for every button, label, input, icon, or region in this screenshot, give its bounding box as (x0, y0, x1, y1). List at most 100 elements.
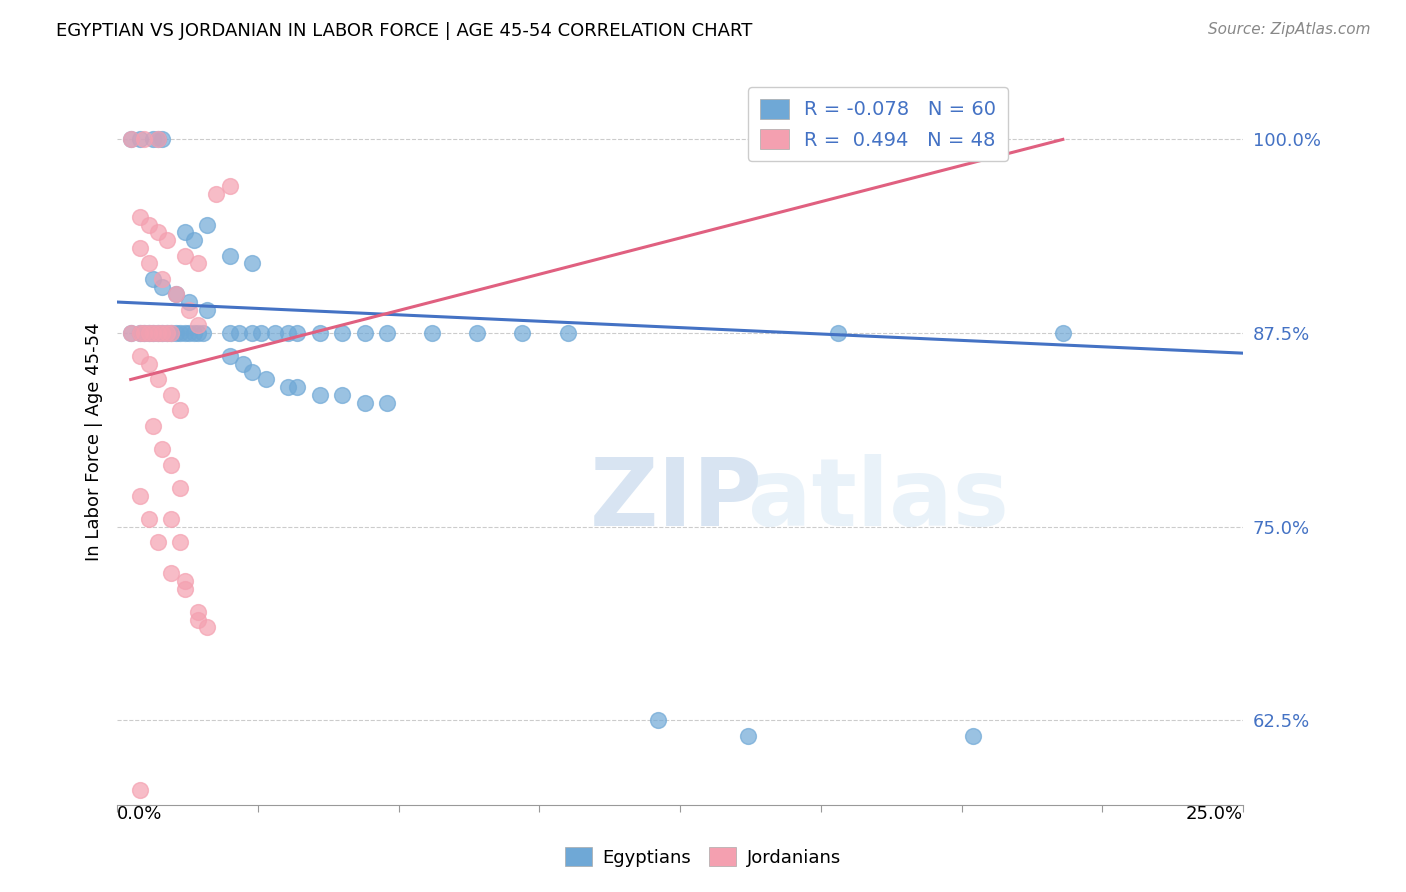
Point (173, 249, 195, 263)
Point (150, 132, 173, 146)
Point (128, 326, 150, 340)
Point (138, 512, 160, 526)
Point (138, 357, 160, 371)
Legend: R = -0.078   N = 60, R =  0.494   N = 48: R = -0.078 N = 60, R = 0.494 N = 48 (748, 87, 1008, 161)
Point (142, 419, 165, 434)
Point (160, 458, 183, 472)
Point (263, 326, 285, 340)
Point (138, 256, 160, 270)
Point (187, 326, 209, 340)
Point (557, 326, 579, 340)
Point (195, 302, 218, 317)
Point (218, 178, 240, 193)
Point (138, 326, 160, 340)
Point (191, 326, 214, 340)
Point (134, 326, 156, 340)
Text: 0.0%: 0.0% (117, 805, 163, 823)
Point (150, 326, 173, 340)
Point (146, 326, 169, 340)
Point (254, 372, 277, 386)
Text: atlas: atlas (748, 454, 1008, 546)
Point (354, 395, 377, 409)
Point (146, 132, 169, 146)
Point (330, 388, 353, 402)
Point (240, 365, 263, 379)
Point (179, 302, 201, 317)
Point (150, 272, 173, 286)
Point (146, 326, 169, 340)
Text: ZIP: ZIP (591, 454, 763, 546)
Point (146, 132, 169, 146)
Point (308, 326, 330, 340)
Point (160, 388, 183, 402)
Point (218, 249, 240, 263)
Point (647, 713, 669, 727)
Point (156, 233, 179, 247)
Point (330, 326, 353, 340)
Point (173, 326, 195, 340)
Point (277, 326, 299, 340)
Point (195, 218, 218, 232)
Point (134, 132, 156, 146)
Point (377, 395, 399, 409)
Text: 25.0%: 25.0% (1185, 805, 1243, 823)
Point (169, 326, 191, 340)
Point (173, 582, 195, 596)
Point (160, 326, 183, 340)
Point (128, 783, 150, 797)
Point (183, 326, 205, 340)
Point (128, 326, 150, 340)
Point (962, 132, 984, 146)
Point (173, 225, 195, 239)
Point (218, 349, 240, 363)
Point (240, 256, 263, 270)
Point (138, 326, 160, 340)
Point (187, 256, 209, 270)
Point (142, 272, 165, 286)
Point (146, 372, 169, 386)
Point (228, 326, 250, 340)
Point (827, 326, 849, 340)
Point (120, 326, 142, 340)
Point (232, 357, 254, 371)
Point (142, 132, 165, 146)
Point (962, 132, 984, 146)
Point (165, 287, 187, 301)
Point (150, 442, 173, 457)
Point (173, 574, 195, 588)
Y-axis label: In Labor Force | Age 45-54: In Labor Force | Age 45-54 (86, 322, 103, 561)
Point (467, 326, 489, 340)
Text: EGYPTIAN VS JORDANIAN IN LABOR FORCE | AGE 45-54 CORRELATION CHART: EGYPTIAN VS JORDANIAN IN LABOR FORCE | A… (56, 22, 752, 40)
Point (128, 210, 150, 224)
Point (150, 279, 173, 293)
Text: Source: ZipAtlas.com: Source: ZipAtlas.com (1208, 22, 1371, 37)
Point (169, 403, 191, 417)
Legend: Egyptians, Jordanians: Egyptians, Jordanians (557, 840, 849, 874)
Point (156, 326, 179, 340)
Point (142, 326, 165, 340)
Point (285, 326, 308, 340)
Point (160, 326, 183, 340)
Point (156, 326, 179, 340)
Point (169, 481, 191, 495)
Point (128, 132, 150, 146)
Point (160, 566, 183, 581)
Point (205, 186, 228, 201)
Point (138, 218, 160, 232)
Point (187, 613, 209, 627)
Point (195, 620, 218, 634)
Point (187, 318, 209, 333)
Point (165, 287, 187, 301)
Point (146, 225, 169, 239)
Point (120, 326, 142, 340)
Point (120, 132, 142, 146)
Point (737, 729, 759, 743)
Point (285, 380, 308, 394)
Point (183, 233, 205, 247)
Point (250, 326, 273, 340)
Point (169, 535, 191, 549)
Point (308, 388, 330, 402)
Point (277, 380, 299, 394)
Point (240, 326, 263, 340)
Point (128, 241, 150, 255)
